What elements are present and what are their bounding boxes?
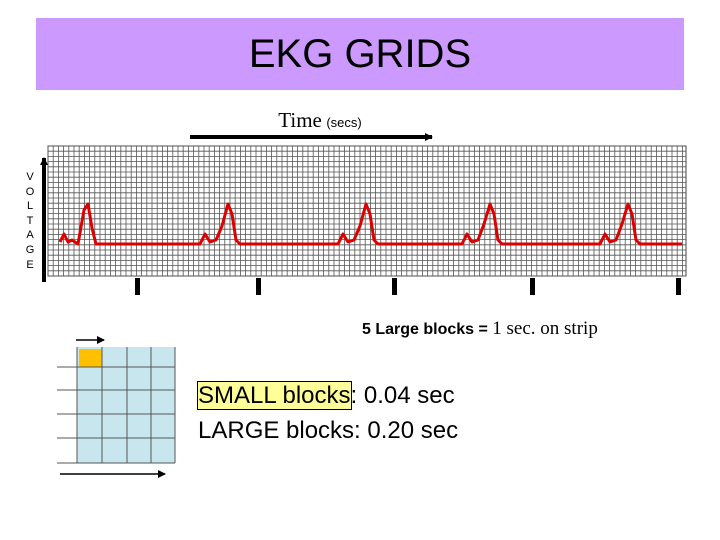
caption: 5 Large blocks = 1 sec. on strip	[362, 318, 598, 340]
block-legend-grid	[57, 347, 176, 464]
second-marker	[135, 278, 140, 295]
voltage-axis-label: V O L T A G E	[22, 170, 38, 272]
small-block-highlight	[79, 349, 102, 367]
ekg-grid	[47, 145, 687, 277]
voltage-letter: O	[25, 185, 35, 198]
page-title: EKG GRIDS	[248, 32, 472, 76]
small-blocks-label: SMALL blocks	[197, 381, 352, 410]
second-marker	[676, 278, 681, 295]
title-banner: EKG GRIDS	[36, 18, 684, 90]
time-unit: (secs)	[326, 115, 362, 130]
small-blocks-value: : 0.04 sec	[350, 382, 455, 409]
second-markers	[135, 278, 681, 295]
ekg-trace	[58, 202, 682, 246]
voltage-letter: G	[25, 243, 35, 256]
time-axis-label: Time (secs)	[200, 108, 440, 133]
caption-part1: 5 Large blocks =	[362, 321, 493, 338]
second-marker	[530, 278, 535, 295]
voltage-letter: E	[26, 258, 34, 271]
caption-part2: 1 sec. on strip	[492, 318, 598, 339]
voltage-letter: A	[26, 229, 34, 242]
small-blocks-line: SMALL blocks: 0.04 sec	[197, 378, 458, 413]
large-blocks-line: LARGE blocks: 0.20 sec	[198, 417, 459, 444]
voltage-letter: L	[26, 200, 34, 213]
second-marker	[392, 278, 397, 295]
voltage-letter: V	[26, 171, 34, 183]
second-marker	[256, 278, 261, 295]
time-label: Time	[278, 108, 322, 132]
block-legend: SMALL blocks: 0.04 sec LARGE blocks: 0.2…	[197, 378, 459, 448]
voltage-letter: T	[26, 214, 34, 227]
